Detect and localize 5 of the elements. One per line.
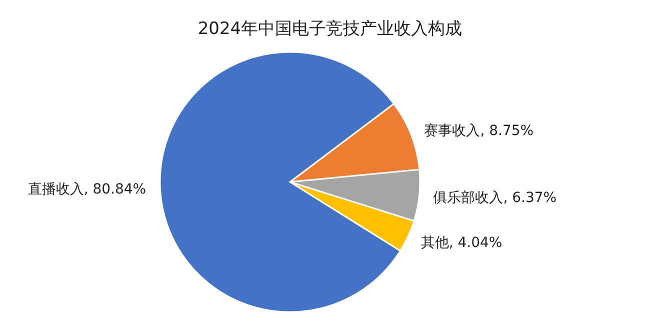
slice-label: 直播收入, 80.84%	[28, 181, 146, 198]
slice-label: 其他, 4.04%	[420, 235, 502, 252]
chart-title: 2024年中国电子竞技产业收入构成	[198, 19, 462, 39]
slice-label: 赛事收入, 8.75%	[424, 122, 534, 139]
slice-label: 俱乐部收入, 6.37%	[433, 190, 557, 206]
